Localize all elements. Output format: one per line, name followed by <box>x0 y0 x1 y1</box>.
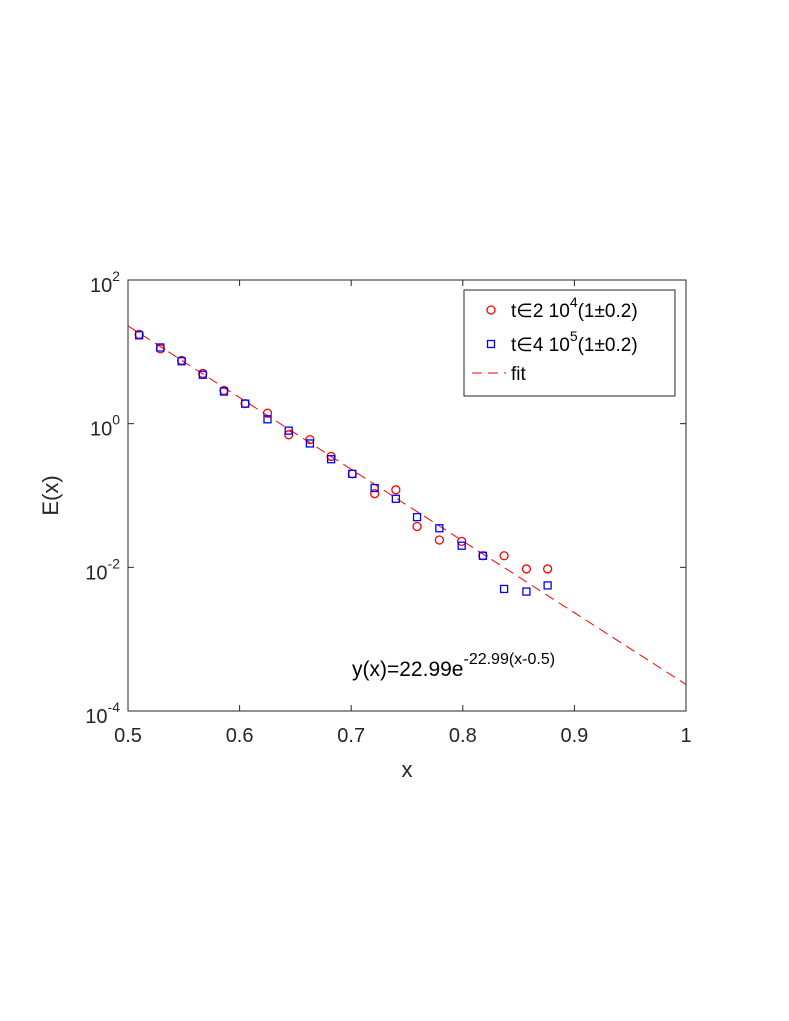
data-point-circle <box>391 485 401 495</box>
legend-box <box>463 289 676 397</box>
axes-box <box>127 279 687 712</box>
data-point-square <box>263 415 272 424</box>
legend-marker-circle <box>486 305 496 315</box>
legend-marker-square <box>486 339 496 349</box>
legend-fit-label: fit <box>511 364 527 385</box>
plot-area <box>127 279 687 712</box>
y-axis-label: E(x) <box>38 475 63 515</box>
x-axis-label: x <box>402 757 413 782</box>
y-tick-exponent: 2 <box>112 268 120 284</box>
data-point-circle <box>434 535 445 545</box>
data-point-circle <box>262 408 273 418</box>
y-tick-label: 10-2 <box>85 555 120 584</box>
x-tick-label: 0.9 <box>560 725 588 747</box>
y-tick-label: 102 <box>90 268 120 297</box>
data-point-square <box>412 512 422 522</box>
legend-entry-suffix: (1±0.2) <box>578 335 638 356</box>
data-point-square <box>198 370 207 379</box>
y-tick-label: 10-4 <box>85 699 120 728</box>
data-point-circle <box>499 551 509 561</box>
data-point-circle <box>284 430 294 440</box>
data-point-circle <box>542 564 553 574</box>
data-point-square <box>370 483 379 493</box>
x-axis-ticks: 0.5 0.6 0.7 0.8 0.9 1 <box>114 280 692 747</box>
y-tick-exponent: -2 <box>108 555 121 571</box>
legend-entry-label: t∈4 105(1±0.2) <box>511 328 638 356</box>
legend-entry-exponent: 5 <box>570 328 578 344</box>
data-point-square <box>499 584 509 594</box>
data-point-square <box>177 357 186 366</box>
legend-entry-label: t∈2 104(1±0.2) <box>511 294 638 322</box>
y-tick-exponent: -4 <box>108 699 121 715</box>
fit-line <box>128 325 686 685</box>
y-tick-base: 10 <box>85 562 107 584</box>
legend-entry-suffix: (1±0.2) <box>578 301 638 322</box>
data-point-square <box>478 551 488 560</box>
data-point-square <box>457 541 466 550</box>
x-tick-label: 0.5 <box>114 725 142 747</box>
data-point-square <box>156 343 165 352</box>
x-tick-label: 1 <box>680 725 691 747</box>
data-point-square <box>543 581 552 590</box>
data-point-circle <box>369 489 380 499</box>
x-tick-label: 0.6 <box>226 725 254 747</box>
series-square-markers <box>135 331 552 596</box>
y-tick-base: 10 <box>85 706 107 728</box>
data-point-square <box>522 587 531 596</box>
fit-equation-text: y(x)=22.99e-22.99(x-0.5) <box>352 651 555 681</box>
fit-equation-exponent: -22.99(x-0.5) <box>463 651 555 668</box>
data-point-square <box>219 387 229 396</box>
x-tick-label: 0.7 <box>337 725 365 747</box>
data-point-square <box>284 426 293 435</box>
x-tick-label: 0.8 <box>449 725 477 747</box>
legend-entry-text: t∈4 10 <box>511 335 570 356</box>
data-point-square <box>305 439 315 448</box>
fit-equation-main: y(x)=22.99e <box>352 658 463 681</box>
data-point-circle <box>457 536 467 546</box>
data-point-circle <box>521 564 532 574</box>
data-point-square <box>348 469 357 479</box>
legend-entry-text: t∈2 10 <box>511 301 570 322</box>
data-point-square <box>326 455 336 464</box>
legend-entry-exponent: 4 <box>570 294 578 310</box>
data-point-square <box>391 494 400 503</box>
y-tick-exponent: 0 <box>112 412 120 428</box>
y-tick-label: 100 <box>90 412 120 441</box>
data-point-square <box>135 331 144 340</box>
data-point-square <box>435 524 444 533</box>
y-tick-base: 10 <box>90 275 112 297</box>
y-tick-base: 10 <box>90 419 112 441</box>
data-point-square <box>241 399 250 408</box>
data-point-circle <box>412 521 422 532</box>
fit-equation-annotation: y(x)=22.99e-22.99(x-0.5) <box>352 651 555 681</box>
legend: t∈2 104(1±0.2)t∈4 105(1±0.2)fit <box>463 289 676 397</box>
fit-line-group <box>128 325 686 685</box>
